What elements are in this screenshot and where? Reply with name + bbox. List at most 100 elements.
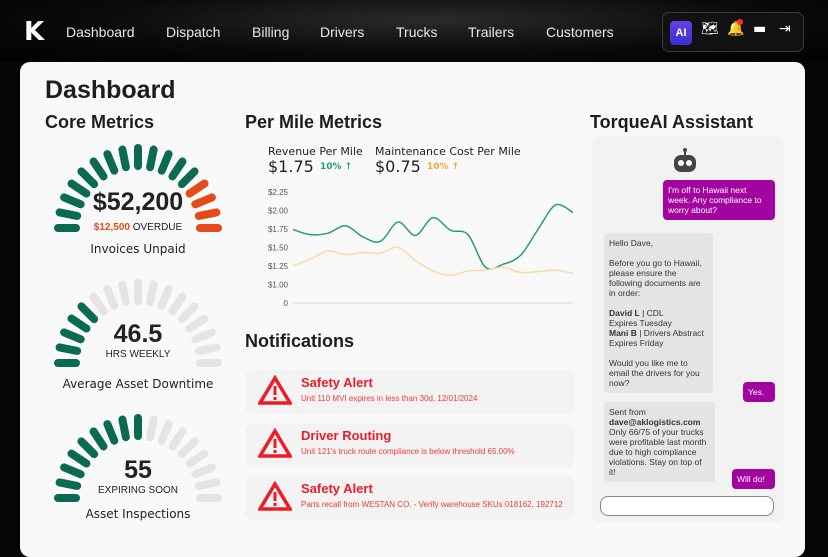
gauge-segment (55, 208, 82, 220)
gauge-segment (157, 150, 173, 175)
gauge-value: $52,200 (92, 188, 184, 216)
notification-message: Unit 121's truck route compliance is bel… (301, 447, 515, 456)
notification-message: Unit 110 MVI expires in less than 30d, 1… (301, 394, 478, 403)
gauge-segment (60, 193, 85, 209)
email-link[interactable]: dave@aklogistics.com (609, 417, 701, 427)
msg-line: Before you go to Hawaii, please ensure t… (609, 258, 702, 298)
notification-title: Driver Routing (301, 428, 392, 443)
nav-trailers[interactable]: Trailers (468, 24, 515, 40)
gauge-segment (185, 179, 209, 198)
y-tick-label: $2.25 (268, 188, 289, 197)
gauge-segment (177, 437, 199, 459)
gauge-label: Invoices Unpaid (90, 242, 186, 256)
gauge-segment (77, 437, 99, 459)
toolbar: AI 🗺 🔔 ▬ ⇥ (662, 12, 804, 52)
gauge-segment (157, 420, 173, 445)
y-tick-label: 0 (284, 299, 289, 308)
gauge-segment (89, 157, 108, 181)
revenue-line (292, 203, 574, 270)
gauge-segment (67, 449, 91, 468)
nav-trucks[interactable]: Trucks (396, 24, 438, 40)
y-tick-label: $1.50 (268, 244, 289, 253)
notifications-title: Notifications (245, 331, 355, 351)
gauge-sub: $12,500 OVERDUE (38, 222, 238, 233)
gauge-segment (55, 343, 82, 355)
warning-icon (258, 481, 292, 511)
gauge-segment (118, 415, 130, 442)
map-icon[interactable]: 🗺 (701, 21, 719, 37)
gauge-segment (77, 167, 99, 189)
gauge-segment (118, 145, 130, 172)
gauge-label: Average Asset Downtime (62, 377, 214, 391)
overdue-amount: $12,500 (93, 222, 130, 233)
gauge-segment (177, 302, 199, 324)
gauge-segment (177, 167, 199, 189)
assistant-message: Sent from dave@aklogistics.com Only 66/7… (604, 402, 715, 482)
msg-line: David L | CDL (609, 308, 664, 318)
nav-drivers[interactable]: Drivers (320, 24, 365, 40)
notification-message: Parts recall from WESTAN CO. - Verify wa… (301, 500, 563, 509)
msg-line: Sent from (609, 407, 646, 417)
chat-panel: I'm off to Hawaii next week. Any complia… (592, 137, 784, 522)
notification-item[interactable]: Safety Alert Unit 110 MVI expires in less… (245, 370, 575, 414)
gauge-segment (185, 449, 209, 468)
notification-item[interactable]: Driver Routing Unit 121's truck route com… (245, 423, 575, 467)
gauge-value: 46.5 (113, 320, 163, 348)
revenue-label: Revenue Per Mile (268, 145, 363, 158)
gauge-segment (191, 193, 216, 209)
maintenance-change: 10% ↑ (427, 162, 460, 172)
assistant-title: TorqueAI Assistant (590, 112, 754, 132)
maintenance-label: Maintenance Cost Per Mile (375, 145, 521, 158)
chat-icon[interactable]: ▬ (753, 21, 767, 37)
gauge-segment (89, 292, 108, 316)
maintenance-value: $0.75 (375, 157, 421, 176)
gauge-segment (103, 285, 119, 310)
y-tick-label: $2.00 (268, 207, 289, 216)
msg-line: Expires Friday (609, 338, 664, 348)
bell-icon[interactable]: 🔔 (727, 19, 745, 37)
gauge-segment (194, 478, 221, 490)
warning-icon (258, 375, 292, 405)
gauge-segment (168, 427, 187, 451)
nav-dashboard[interactable]: Dashboard (66, 24, 135, 40)
msg-line: Hello Dave, (609, 238, 653, 248)
nav-billing[interactable]: Billing (252, 24, 290, 40)
warning-icon (258, 428, 292, 458)
page-title: Dashboard (45, 76, 176, 104)
logout-icon[interactable]: ⇥ (779, 21, 791, 37)
gauge-segment (191, 463, 216, 479)
gauge-segment (103, 150, 119, 175)
notification-item[interactable]: Safety Alert Parts recall from WESTAN CO.… (245, 476, 575, 520)
msg-line: Only 66/75 of your trucks were profitabl… (609, 427, 707, 477)
gauge-segment (55, 478, 82, 490)
chat-input[interactable] (600, 496, 774, 516)
nav-customers[interactable]: Customers (546, 24, 614, 40)
gauge-segment (168, 292, 187, 316)
user-message: Will do! (732, 469, 775, 489)
assistant-message: Hello Dave, Before you go to Hawaii, ple… (604, 233, 713, 393)
user-message: I'm off to Hawaii next week. Any complia… (663, 180, 775, 220)
gauge-segment (60, 328, 85, 344)
ai-icon[interactable]: AI (670, 21, 692, 45)
gauge-value: 55 (124, 456, 152, 484)
user-message: Yes. (743, 382, 775, 402)
msg-line: Mani B | Drivers Abstract (609, 328, 704, 338)
gauge-sub: HRS WEEKLY (105, 349, 171, 360)
gauge-segment (191, 328, 216, 344)
gauge-segment (168, 157, 187, 181)
notification-title: Safety Alert (301, 481, 373, 496)
logo[interactable]: K (24, 17, 45, 47)
per-mile-title: Per Mile Metrics (245, 112, 383, 132)
msg-line: Expires Tuesday (609, 318, 672, 328)
core-metrics-title: Core Metrics (45, 112, 155, 132)
y-tick-label: $1.00 (268, 281, 289, 290)
gauge-segment (146, 280, 158, 307)
gauge-segment (194, 208, 221, 220)
maintenance-line (292, 246, 574, 277)
notification-title: Safety Alert (301, 375, 373, 390)
gauge-segment (146, 415, 158, 442)
gauge-label: Asset Inspections (85, 507, 191, 521)
nav-dispatch[interactable]: Dispatch (166, 24, 221, 40)
